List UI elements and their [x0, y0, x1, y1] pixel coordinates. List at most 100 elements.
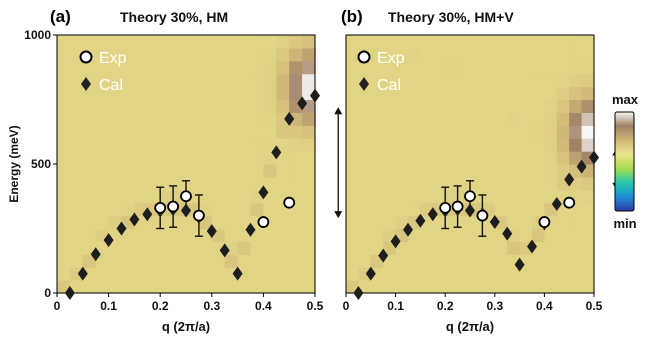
heatmap-cell: [507, 138, 521, 152]
heatmap-cell: [358, 280, 372, 294]
heatmap-cell: [95, 35, 110, 49]
exp-point: [180, 190, 192, 203]
heatmap-cell: [134, 254, 148, 268]
heatmap-cell: [408, 280, 421, 294]
heatmap-cell: [69, 241, 84, 255]
heatmap-cell: [198, 99, 213, 113]
heatmap-cell: [121, 176, 135, 191]
heatmap-cell: [224, 189, 239, 204]
heatmap-cell: [276, 73, 290, 88]
heatmap-cell: [544, 164, 558, 178]
heatmap-cell: [160, 241, 174, 255]
heatmap-cell: [457, 112, 471, 126]
heatmap-cell: [556, 99, 570, 113]
heatmap-cell: [211, 47, 226, 62]
heatmap-cell: [445, 228, 459, 242]
heatmap-cell: [569, 151, 583, 165]
heatmap-cell: [544, 189, 558, 204]
heatmap-cell: [82, 60, 97, 75]
y-tick-label: 1000: [24, 28, 51, 42]
heatmap-cell: [250, 60, 264, 75]
x-tick-label: 0: [54, 299, 61, 313]
heatmap-cell: [160, 280, 174, 294]
heatmap-cell: [211, 189, 226, 204]
heatmap-cell: [147, 73, 161, 88]
heatmap-cell: [121, 228, 135, 242]
heatmap-cell: [302, 241, 316, 255]
heatmap-cell: [482, 267, 496, 281]
cal-point: [245, 222, 256, 237]
heatmap-cell: [134, 99, 148, 113]
cal-point: [378, 248, 389, 263]
heatmap-cell: [482, 138, 496, 152]
heatmap-cell: [276, 280, 290, 294]
heatmap-cell: [198, 35, 213, 49]
heatmap-cell: [224, 254, 239, 268]
heatmap-cell: [263, 267, 277, 281]
heatmap-cell: [224, 47, 239, 62]
heatmap-cell: [147, 112, 161, 126]
heatmap-cell: [544, 35, 558, 49]
heatmap-cell: [494, 254, 508, 268]
heatmap-cell: [147, 164, 161, 178]
heatmap-cell: [57, 267, 71, 281]
heatmap-cell: [160, 164, 174, 178]
heatmap-cell: [370, 267, 384, 281]
heatmap-cell: [82, 112, 97, 126]
heatmap-cell: [581, 267, 595, 281]
heatmap-cell: [569, 241, 583, 255]
heatmap-cell: [532, 125, 545, 139]
heatmap-cell: [237, 47, 252, 62]
x-tick-label: 0.4: [255, 299, 272, 313]
heatmap-cell: [108, 267, 123, 281]
heatmap-cell: [370, 189, 384, 204]
x-tick-label: 0.3: [486, 299, 503, 313]
cal-point: [564, 172, 575, 187]
heatmap-cell: [82, 280, 97, 294]
heatmap-cell: [569, 99, 583, 113]
heatmap-cell: [420, 151, 434, 165]
heatmap-cell: [395, 125, 409, 139]
heatmap-cell: [160, 215, 174, 230]
heatmap-cell: [432, 267, 446, 281]
heatmap-cell: [57, 99, 71, 113]
heatmap-cell: [224, 202, 239, 217]
heatmap-cell: [370, 60, 384, 75]
heatmap-cell: [224, 112, 239, 126]
heatmap-cell: [237, 138, 252, 152]
y-tick-label: 0: [44, 286, 51, 300]
heatmap-cell: [134, 35, 148, 49]
heatmap-cell: [507, 202, 521, 217]
heatmap-cell: [108, 151, 123, 165]
heatmap-cell: [569, 112, 583, 126]
heatmap-cell: [457, 215, 471, 230]
heatmap-cell: [569, 280, 583, 294]
heatmap-cell: [532, 151, 545, 165]
heatmap-cell: [57, 228, 71, 242]
heatmap-cell: [532, 99, 545, 113]
heatmap-cell: [346, 267, 359, 281]
heatmap-cell: [134, 228, 148, 242]
heatmap-cell: [556, 215, 570, 230]
heatmap-cell: [134, 86, 148, 101]
heatmap-cell: [544, 99, 558, 113]
heatmap-cell: [250, 267, 264, 281]
heatmap-cell: [198, 73, 213, 88]
heatmap-cell: [173, 280, 187, 294]
heatmap-cell: [250, 151, 264, 165]
heatmap-cell: [544, 60, 558, 75]
heatmap-cell: [544, 176, 558, 191]
heatmap-cell: [581, 241, 595, 255]
heatmap-cell: [95, 47, 110, 62]
heatmap-cell: [346, 202, 359, 217]
heatmap-cell: [581, 189, 595, 204]
heatmap-cell: [556, 60, 570, 75]
heatmap-cell: [544, 241, 558, 255]
heatmap-cell: [95, 73, 110, 88]
colorbar: max min: [612, 92, 639, 231]
heatmap-cell: [82, 164, 97, 178]
heatmap-cell: [134, 73, 148, 88]
heatmap-cell: [121, 280, 135, 294]
heatmap-cell: [198, 138, 213, 152]
cal-point: [258, 185, 269, 200]
